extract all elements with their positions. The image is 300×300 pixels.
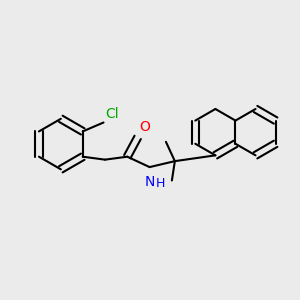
Text: H: H xyxy=(156,178,165,190)
Text: Cl: Cl xyxy=(105,107,119,121)
Text: N: N xyxy=(145,176,155,189)
Text: O: O xyxy=(139,120,150,134)
